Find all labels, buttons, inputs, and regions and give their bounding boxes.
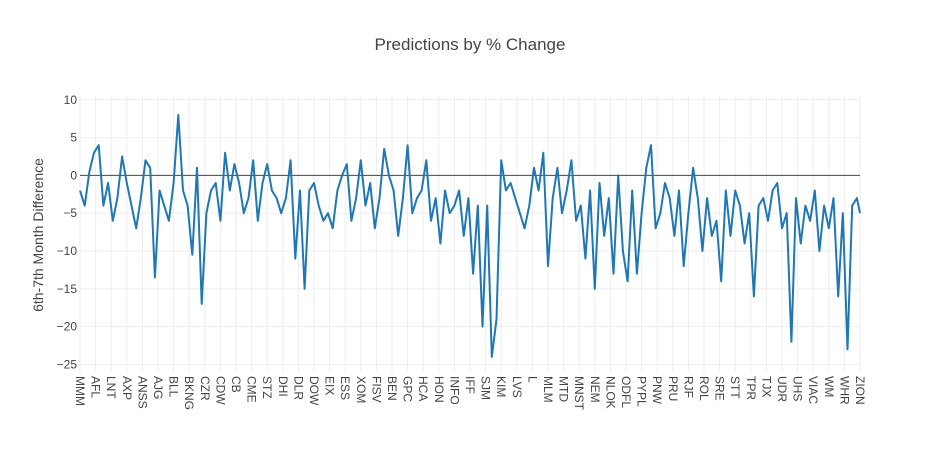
x-tick-label: ODFL bbox=[619, 376, 633, 408]
x-tick-label: HCA bbox=[416, 376, 430, 401]
x-tick-label: MTD bbox=[557, 376, 571, 402]
x-tick-label: MLM bbox=[541, 376, 555, 403]
x-tick-label: BKNG bbox=[182, 376, 196, 410]
x-tick-label: WM bbox=[822, 376, 836, 397]
x-tick-label: VIAC bbox=[806, 376, 820, 404]
x-tick-label: MNST bbox=[572, 376, 586, 411]
x-tick-label: L bbox=[525, 376, 539, 383]
x-tick-label: TJX bbox=[759, 376, 773, 397]
x-tick-label: XOM bbox=[354, 376, 368, 403]
x-tick-label: DLR bbox=[291, 376, 305, 400]
y-axis-label: 6th-7th Month Difference bbox=[30, 158, 46, 312]
x-tick-label: CZR bbox=[198, 376, 212, 401]
y-tick-label: −15 bbox=[57, 282, 78, 296]
x-tick-label: INFO bbox=[447, 376, 461, 405]
x-tick-label: PRU bbox=[666, 376, 680, 401]
x-tick-label: HON bbox=[432, 376, 446, 403]
x-tick-label: EIX bbox=[323, 376, 337, 395]
x-tick-label: CB bbox=[229, 376, 243, 393]
y-tick-label: −5 bbox=[63, 206, 77, 220]
y-tick-label: 10 bbox=[64, 93, 78, 107]
y-tick-label: −25 bbox=[57, 357, 78, 371]
series-layer bbox=[79, 113, 861, 358]
x-tick-label: ANSS bbox=[135, 376, 149, 409]
series-line bbox=[79, 113, 861, 358]
x-tick-label: SRE bbox=[713, 376, 727, 401]
y-tick-label: 5 bbox=[70, 131, 77, 145]
x-tick-label: STZ bbox=[260, 376, 274, 399]
y-tick-label: −10 bbox=[57, 244, 78, 258]
x-tick-label: UDR bbox=[775, 376, 789, 402]
x-tick-label: LVS bbox=[510, 376, 524, 398]
y-axis-ticks: 10 5 0 −5 −10 −15 −20 −25 bbox=[57, 93, 78, 372]
x-tick-label: PYPL bbox=[635, 376, 649, 407]
x-tick-label: BEN bbox=[385, 376, 399, 401]
x-tick-label: NEM bbox=[588, 376, 602, 403]
x-tick-label: UHS bbox=[791, 376, 805, 401]
x-tick-label: GPC bbox=[401, 376, 415, 402]
x-tick-label: MMM bbox=[73, 376, 87, 406]
x-tick-label: CME bbox=[245, 376, 259, 403]
x-tick-label: PNW bbox=[650, 376, 664, 405]
x-tick-label: AFL bbox=[89, 376, 103, 398]
grid-layer bbox=[79, 96, 861, 372]
x-tick-label: RJF bbox=[681, 376, 695, 398]
x-tick-label: STT bbox=[728, 376, 742, 399]
x-tick-label: KIM bbox=[494, 376, 508, 397]
y-tick-label: 0 bbox=[70, 168, 77, 182]
x-tick-label: ZION bbox=[853, 376, 867, 405]
x-tick-label: IFF bbox=[463, 376, 477, 394]
x-tick-label: DHI bbox=[276, 376, 290, 397]
x-tick-label: FISV bbox=[369, 376, 383, 403]
x-tick-label: LNT bbox=[104, 376, 118, 399]
x-tick-label: AJG bbox=[151, 376, 165, 399]
x-tick-label: NLOK bbox=[603, 376, 617, 409]
chart-title: Predictions by % Change bbox=[375, 35, 566, 54]
x-tick-label: BLL bbox=[167, 376, 181, 398]
x-tick-label: TPR bbox=[744, 376, 758, 400]
x-tick-label: ESS bbox=[338, 376, 352, 400]
x-tick-label: ROL bbox=[697, 376, 711, 401]
x-tick-label: WHR bbox=[837, 376, 851, 405]
x-tick-label: DOW bbox=[307, 376, 321, 406]
x-axis-ticks: MMM AFL LNT AXP ANSS AJG BLL BKNG CZR CDW CB CME STZ… bbox=[73, 376, 867, 411]
x-tick-label: SJM bbox=[479, 376, 493, 400]
x-tick-label: CDW bbox=[213, 376, 227, 405]
y-tick-label: −20 bbox=[57, 320, 78, 334]
x-tick-label: AXP bbox=[120, 376, 134, 400]
